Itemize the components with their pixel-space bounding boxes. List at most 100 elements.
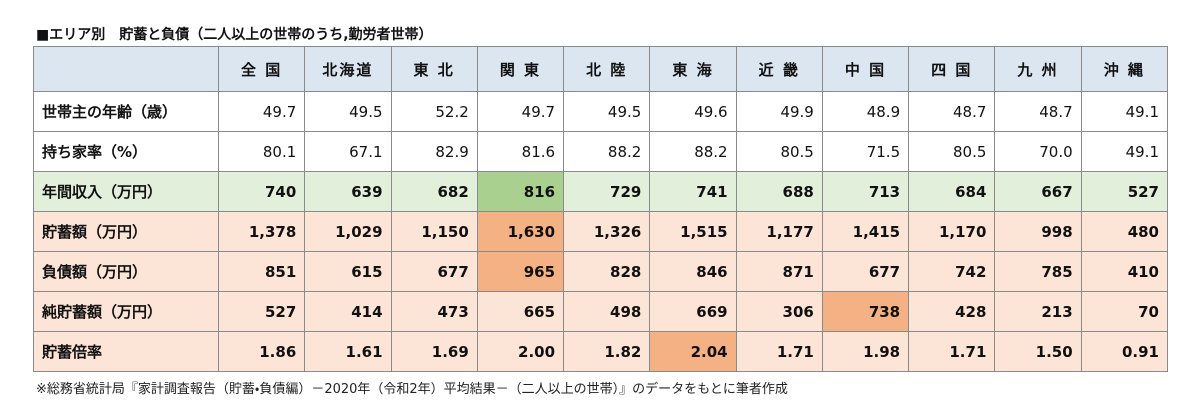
cell: 49.7 — [476, 91, 565, 132]
column-header: 沖 縄 — [1080, 46, 1169, 92]
cell: 1,029 — [304, 211, 392, 252]
column-header: 東 北 — [390, 46, 478, 92]
header-row: 全 国北海道東 北関 東北 陸東 海近 畿中 国四 国九 州沖 縄 — [33, 46, 1169, 92]
column-header: 中 国 — [821, 46, 910, 92]
cell: 49.1 — [1080, 131, 1169, 172]
cell: 0.91 — [1080, 331, 1169, 372]
cell: 88.2 — [649, 131, 737, 172]
column-header: 全 国 — [217, 46, 306, 92]
cell: 684 — [908, 171, 996, 212]
row-label: 持ち家率（%） — [33, 131, 219, 172]
cell: 615 — [304, 251, 392, 292]
row: 年間収入（万円） 740 639 682 816 729 741 688 713 684 667 52… — [33, 171, 1169, 212]
cell: 816 — [476, 171, 565, 212]
cell: 669 — [649, 291, 737, 332]
cell: 49.7 — [217, 91, 306, 132]
column-header: 北 陸 — [563, 46, 651, 92]
cell: 1.98 — [821, 331, 910, 372]
cell: 1.71 — [735, 331, 823, 372]
cell: 713 — [821, 171, 910, 212]
cell: 1.71 — [908, 331, 996, 372]
cell: 998 — [994, 211, 1082, 252]
cell: 1.50 — [994, 331, 1082, 372]
cell: 729 — [563, 171, 651, 212]
cell: 1,177 — [735, 211, 823, 252]
cell: 527 — [1080, 171, 1169, 212]
cell: 1,415 — [821, 211, 910, 252]
cell: 677 — [390, 251, 478, 292]
column-header: 近 畿 — [735, 46, 823, 92]
cell: 410 — [1080, 251, 1169, 292]
cell: 1,378 — [217, 211, 306, 252]
row: 貯蓄倍率 1.86 1.61 1.69 2.00 1.82 2.04 1.71 1.98 1.71… — [33, 331, 1169, 372]
row-label: 純貯蓄額（万円） — [33, 291, 219, 332]
row-label: 貯蓄額（万円） — [33, 211, 219, 252]
row: 貯蓄額（万円） 1,378 1,029 1,150 1,630 1,326 1,515 1,1… — [33, 211, 1169, 252]
cell: 1.61 — [304, 331, 392, 372]
cell: 740 — [217, 171, 306, 212]
row-label: 世帯主の年齢（歳） — [33, 91, 219, 132]
cell: 49.6 — [649, 91, 737, 132]
cell: 49.5 — [304, 91, 392, 132]
cell: 1,515 — [649, 211, 737, 252]
cell: 49.9 — [735, 91, 823, 132]
cell: 1,170 — [908, 211, 996, 252]
cell: 639 — [304, 171, 392, 212]
cell: 70.0 — [994, 131, 1082, 172]
cell: 473 — [390, 291, 478, 332]
cell: 688 — [735, 171, 823, 212]
cell: 1,150 — [390, 211, 478, 252]
column-header: 関 東 — [476, 46, 565, 92]
column-header: 四 国 — [908, 46, 996, 92]
cell: 1.69 — [390, 331, 478, 372]
column-header: 九 州 — [994, 46, 1082, 92]
cell: 49.1 — [1080, 91, 1169, 132]
cell: 81.6 — [476, 131, 565, 172]
cell: 965 — [476, 251, 565, 292]
cell: 1.82 — [563, 331, 651, 372]
cell: 2.00 — [476, 331, 565, 372]
cell: 846 — [649, 251, 737, 292]
row: 持ち家率（%） 80.1 67.1 82.9 81.6 88.2 88.2 80.5 71.5 8… — [33, 131, 1169, 172]
row: 世帯主の年齢（歳） 49.7 49.5 52.2 49.7 49.5 49.6 49.9 48.… — [33, 91, 1169, 132]
cell: 682 — [390, 171, 478, 212]
table: 全 国北海道東 北関 東北 陸東 海近 畿中 国四 国九 州沖 縄 世帯主の年齢… — [33, 46, 1169, 372]
title: ■エリア別 貯蓄と負債（二人以上の世帯のうち,勤労者世帯） — [36, 27, 433, 43]
cell: 48.7 — [908, 91, 996, 132]
cell: 80.5 — [908, 131, 996, 172]
row-label: 年間収入（万円） — [33, 171, 219, 212]
row: 負債額（万円） 851 615 677 965 828 846 871 677 742 785 410 — [33, 251, 1169, 292]
cell: 88.2 — [563, 131, 651, 172]
cell: 738 — [821, 291, 910, 332]
cell: 1,630 — [476, 211, 565, 252]
row: 純貯蓄額（万円） 527 414 473 665 498 669 306 738 428 213 70 — [33, 291, 1169, 332]
footnote: ※総務省統計局『家計調査報告（貯蓄・負債編）－2020年（令和2年）平均結果－（… — [36, 382, 788, 397]
cell: 428 — [908, 291, 996, 332]
cell: 1.86 — [217, 331, 306, 372]
cell: 52.2 — [390, 91, 478, 132]
cell: 2.04 — [649, 331, 737, 372]
cell: 70 — [1080, 291, 1169, 332]
cell: 67.1 — [304, 131, 392, 172]
row-label: 貯蓄倍率 — [33, 331, 219, 372]
corner-cell — [33, 46, 219, 92]
cell: 741 — [649, 171, 737, 212]
cell: 667 — [994, 171, 1082, 212]
cell: 414 — [304, 291, 392, 332]
cell: 213 — [994, 291, 1082, 332]
cell: 49.5 — [563, 91, 651, 132]
cell: 71.5 — [821, 131, 910, 172]
cell: 742 — [908, 251, 996, 292]
cell: 82.9 — [390, 131, 478, 172]
cell: 480 — [1080, 211, 1169, 252]
cell: 665 — [476, 291, 565, 332]
cell: 677 — [821, 251, 910, 292]
cell: 828 — [563, 251, 651, 292]
column-header: 北海道 — [304, 46, 392, 92]
cell: 48.7 — [994, 91, 1082, 132]
cell: 48.9 — [821, 91, 910, 132]
column-header: 東 海 — [649, 46, 737, 92]
cell: 80.5 — [735, 131, 823, 172]
cell: 527 — [217, 291, 306, 332]
